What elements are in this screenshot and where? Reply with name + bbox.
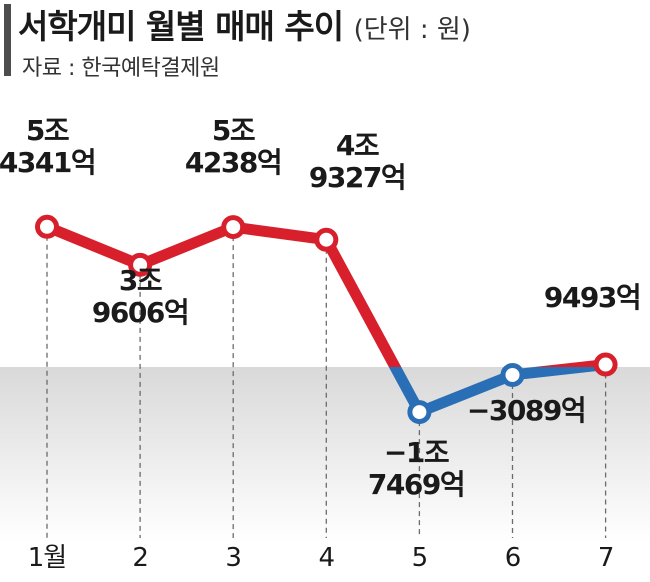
negative-zone-band (0, 367, 650, 542)
data-point (407, 400, 432, 425)
data-label: 5조 (212, 114, 255, 147)
x-tick-label: 3 (225, 543, 241, 573)
data-label: 5조 (26, 114, 69, 147)
data-point (314, 227, 339, 252)
data-label: 9493억 (544, 281, 640, 314)
source-label: 자료 : 한국예탁결제원 (22, 56, 220, 81)
x-tick-label: 1월 (28, 543, 66, 573)
chart-title: 서학개미 월별 매매 추이 (단위 : 원) (18, 0, 471, 48)
unit-label: (단위 : 원) (353, 15, 471, 45)
data-point (221, 215, 246, 240)
data-point (128, 252, 153, 277)
x-tick-label: 2 (132, 543, 148, 573)
x-tick-label: 4 (319, 543, 335, 573)
data-label: 4341억 (0, 146, 95, 179)
data-label: −3089억 (467, 394, 585, 427)
data-label: 9327억 (309, 161, 405, 194)
data-label: −1조 (384, 436, 449, 469)
data-label: 3조 (119, 264, 162, 297)
data-point (35, 214, 59, 239)
x-tick-label: 7 (598, 543, 614, 573)
x-tick-label: 6 (505, 543, 521, 573)
data-label: 4238억 (185, 146, 281, 179)
data-label: 7469억 (368, 468, 464, 501)
data-point (593, 352, 618, 377)
title-accent-bar (4, 4, 11, 76)
chart-title-text: 서학개미 월별 매매 추이 (18, 7, 344, 46)
data-label: 4조 (336, 129, 379, 162)
data-label: 9606억 (92, 296, 188, 329)
data-point (500, 362, 525, 387)
x-tick-label: 5 (412, 543, 428, 573)
